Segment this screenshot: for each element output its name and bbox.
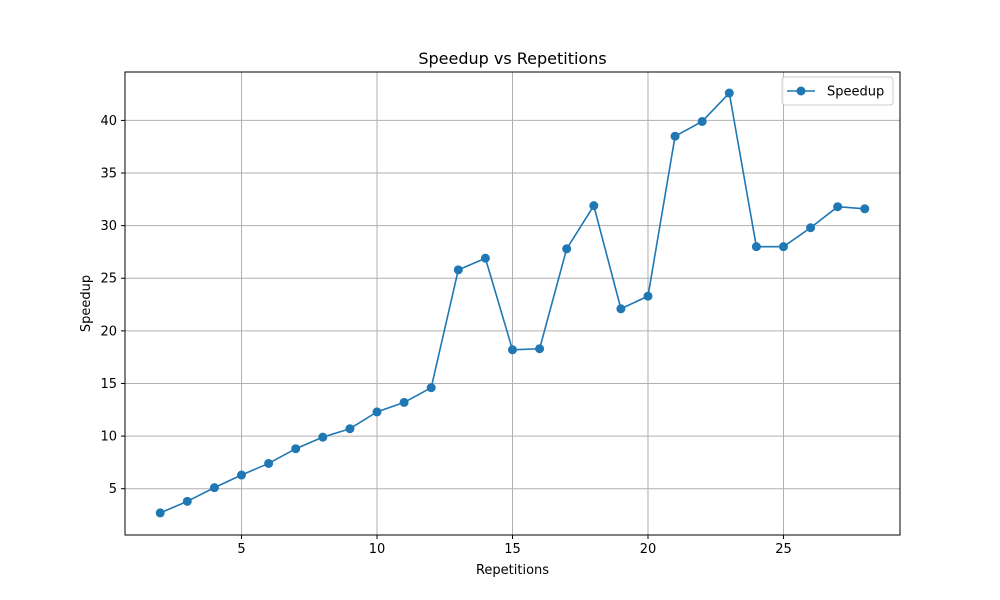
legend: Speedup bbox=[781, 76, 894, 106]
data-point bbox=[318, 432, 328, 442]
data-point bbox=[697, 116, 707, 126]
data-point bbox=[724, 88, 734, 98]
y-tick-label: 40 bbox=[100, 114, 117, 129]
data-point bbox=[291, 444, 301, 454]
data-point bbox=[806, 223, 816, 233]
data-point bbox=[833, 202, 843, 212]
x-tick-label: 25 bbox=[775, 542, 792, 557]
data-point bbox=[453, 265, 463, 275]
data-point bbox=[345, 424, 355, 434]
data-point bbox=[264, 458, 274, 468]
x-axis-label: Repetitions bbox=[476, 563, 549, 578]
y-tick-label: 35 bbox=[100, 167, 117, 182]
data-point bbox=[508, 345, 517, 355]
y-axis-label: Speedup bbox=[79, 275, 94, 332]
data-point bbox=[643, 291, 653, 301]
data-point bbox=[399, 397, 409, 407]
data-point bbox=[562, 244, 572, 254]
series-layer bbox=[155, 88, 870, 518]
y-tick-label: 30 bbox=[100, 219, 117, 234]
data-point bbox=[751, 242, 761, 252]
x-tick-label: 15 bbox=[504, 542, 521, 557]
x-tick-label: 10 bbox=[369, 542, 386, 557]
data-point bbox=[535, 344, 545, 354]
data-point bbox=[616, 304, 626, 314]
legend-box bbox=[781, 76, 894, 106]
data-point bbox=[670, 131, 680, 141]
data-point bbox=[209, 483, 219, 493]
axis-ticks: 5 10 15 20 25 5 10 15 20 25 30 35 40 bbox=[100, 114, 791, 557]
data-point bbox=[182, 496, 192, 506]
data-point bbox=[426, 383, 436, 393]
data-point bbox=[860, 204, 870, 214]
y-tick-label: 10 bbox=[100, 430, 117, 445]
x-tick-label: 20 bbox=[640, 542, 657, 557]
data-point bbox=[778, 242, 788, 252]
legend-entry-speedup: Speedup bbox=[827, 85, 884, 100]
x-tick-label: 5 bbox=[237, 542, 245, 557]
data-point bbox=[589, 201, 599, 211]
y-tick-label: 20 bbox=[100, 324, 117, 339]
y-tick-label: 15 bbox=[100, 377, 117, 392]
y-tick-label: 25 bbox=[100, 272, 117, 287]
data-point bbox=[155, 508, 165, 518]
chart-title: Speedup vs Repetitions bbox=[418, 49, 606, 68]
y-tick-label: 5 bbox=[109, 482, 117, 497]
grid-lines bbox=[125, 72, 900, 535]
data-point bbox=[372, 407, 382, 417]
legend-marker-sample bbox=[796, 86, 806, 96]
data-point bbox=[480, 253, 490, 263]
data-point bbox=[237, 470, 247, 480]
